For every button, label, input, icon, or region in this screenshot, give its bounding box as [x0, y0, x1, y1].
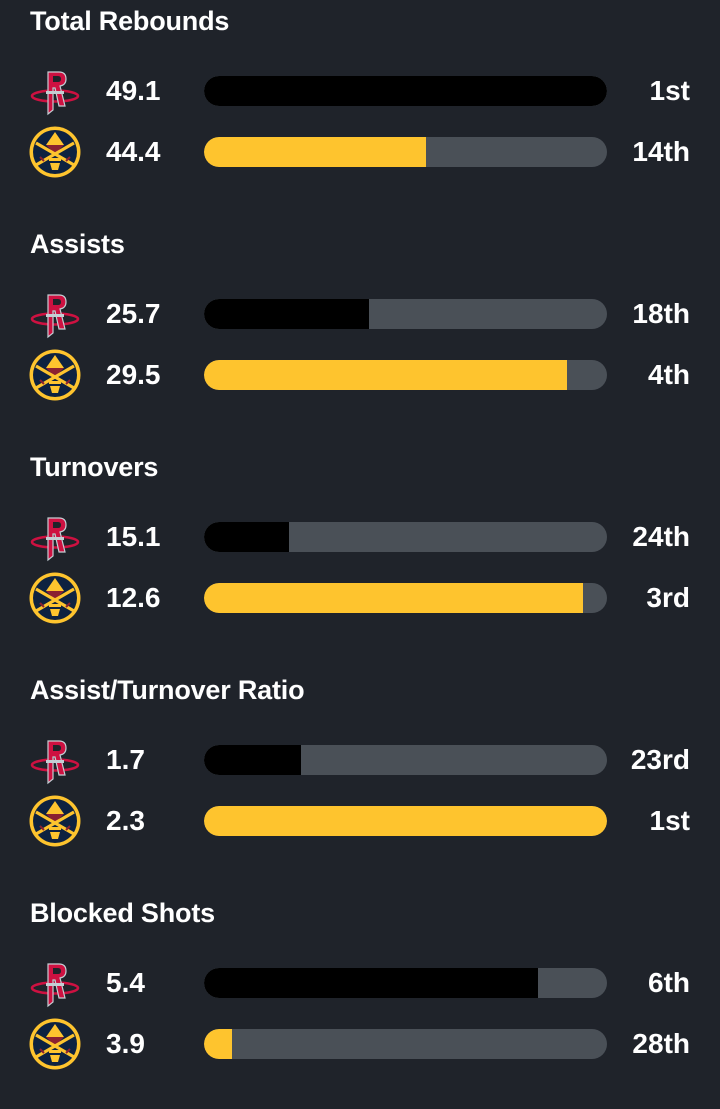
league-rank: 28th — [632, 1028, 690, 1059]
league-rank: 6th — [648, 967, 690, 998]
team-stat-row: 12.6 3rd — [0, 568, 720, 628]
stat-title: Turnovers — [30, 452, 159, 482]
stat-value: 5.4 — [106, 967, 145, 998]
league-rank: 23rd — [630, 744, 690, 775]
stat-value: 1.7 — [106, 744, 145, 775]
league-rank: 1st — [649, 75, 690, 106]
stat-value: 49.1 — [106, 75, 161, 106]
stat-value: 29.5 — [106, 359, 161, 390]
comparison-bar — [204, 1029, 607, 1059]
team-stat-row: 29.5 4th — [0, 345, 720, 405]
nuggets-logo-icon — [28, 794, 82, 848]
comparison-bar-fill — [204, 522, 289, 552]
league-rank: 24th — [632, 521, 690, 552]
comparison-bar — [204, 806, 607, 836]
comparison-bar — [204, 968, 607, 998]
nuggets-logo-icon — [28, 125, 82, 179]
team-stat-row: 44.4 14th — [0, 122, 720, 182]
stat-title: Blocked Shots — [30, 898, 215, 928]
league-rank: 1st — [649, 805, 690, 836]
comparison-bar — [204, 583, 607, 613]
league-rank: 4th — [648, 359, 690, 390]
stat-value: 15.1 — [106, 521, 161, 552]
comparison-bar — [204, 76, 607, 106]
team-stat-row: 15.1 24th — [0, 507, 720, 567]
rockets-logo-icon — [28, 510, 82, 564]
comparison-bar-fill — [204, 299, 370, 329]
stat-value: 25.7 — [106, 298, 161, 329]
stat-value: 3.9 — [106, 1028, 145, 1059]
comparison-bar-fill — [204, 806, 607, 836]
rockets-logo-icon — [28, 287, 82, 341]
nuggets-logo-icon — [28, 1017, 82, 1071]
league-rank: 3rd — [646, 582, 690, 613]
team-stat-row: 2.3 1st — [0, 791, 720, 851]
team-stat-row: 25.7 18th — [0, 284, 720, 344]
stat-value: 44.4 — [106, 136, 161, 167]
team-stat-row: 5.4 6th — [0, 953, 720, 1013]
comparison-bar-fill — [204, 137, 426, 167]
rockets-logo-icon — [28, 733, 82, 787]
nuggets-logo-icon — [28, 348, 82, 402]
team-stat-row: 3.9 28th — [0, 1014, 720, 1074]
comparison-bar-fill — [204, 583, 583, 613]
stat-title: Total Rebounds — [30, 6, 230, 36]
stat-title: Assists — [30, 229, 125, 259]
comparison-bar-fill — [204, 745, 301, 775]
stat-value: 2.3 — [106, 805, 145, 836]
comparison-bar — [204, 360, 607, 390]
nuggets-logo-icon — [28, 571, 82, 625]
comparison-bar — [204, 745, 607, 775]
rockets-logo-icon — [28, 956, 82, 1010]
comparison-bar — [204, 299, 607, 329]
comparison-bar — [204, 137, 607, 167]
comparison-bar — [204, 522, 607, 552]
comparison-bar-fill — [204, 968, 539, 998]
league-rank: 14th — [632, 136, 690, 167]
comparison-bar-fill — [204, 76, 607, 106]
league-rank: 18th — [632, 298, 690, 329]
rockets-logo-icon — [28, 64, 82, 118]
stat-value: 12.6 — [106, 582, 161, 613]
stat-title: Assist/Turnover Ratio — [30, 675, 305, 705]
comparison-bar-fill — [204, 360, 567, 390]
comparison-bar-fill — [204, 1029, 233, 1059]
team-stat-row: 49.1 1st — [0, 61, 720, 121]
team-stat-row: 1.7 23rd — [0, 730, 720, 790]
